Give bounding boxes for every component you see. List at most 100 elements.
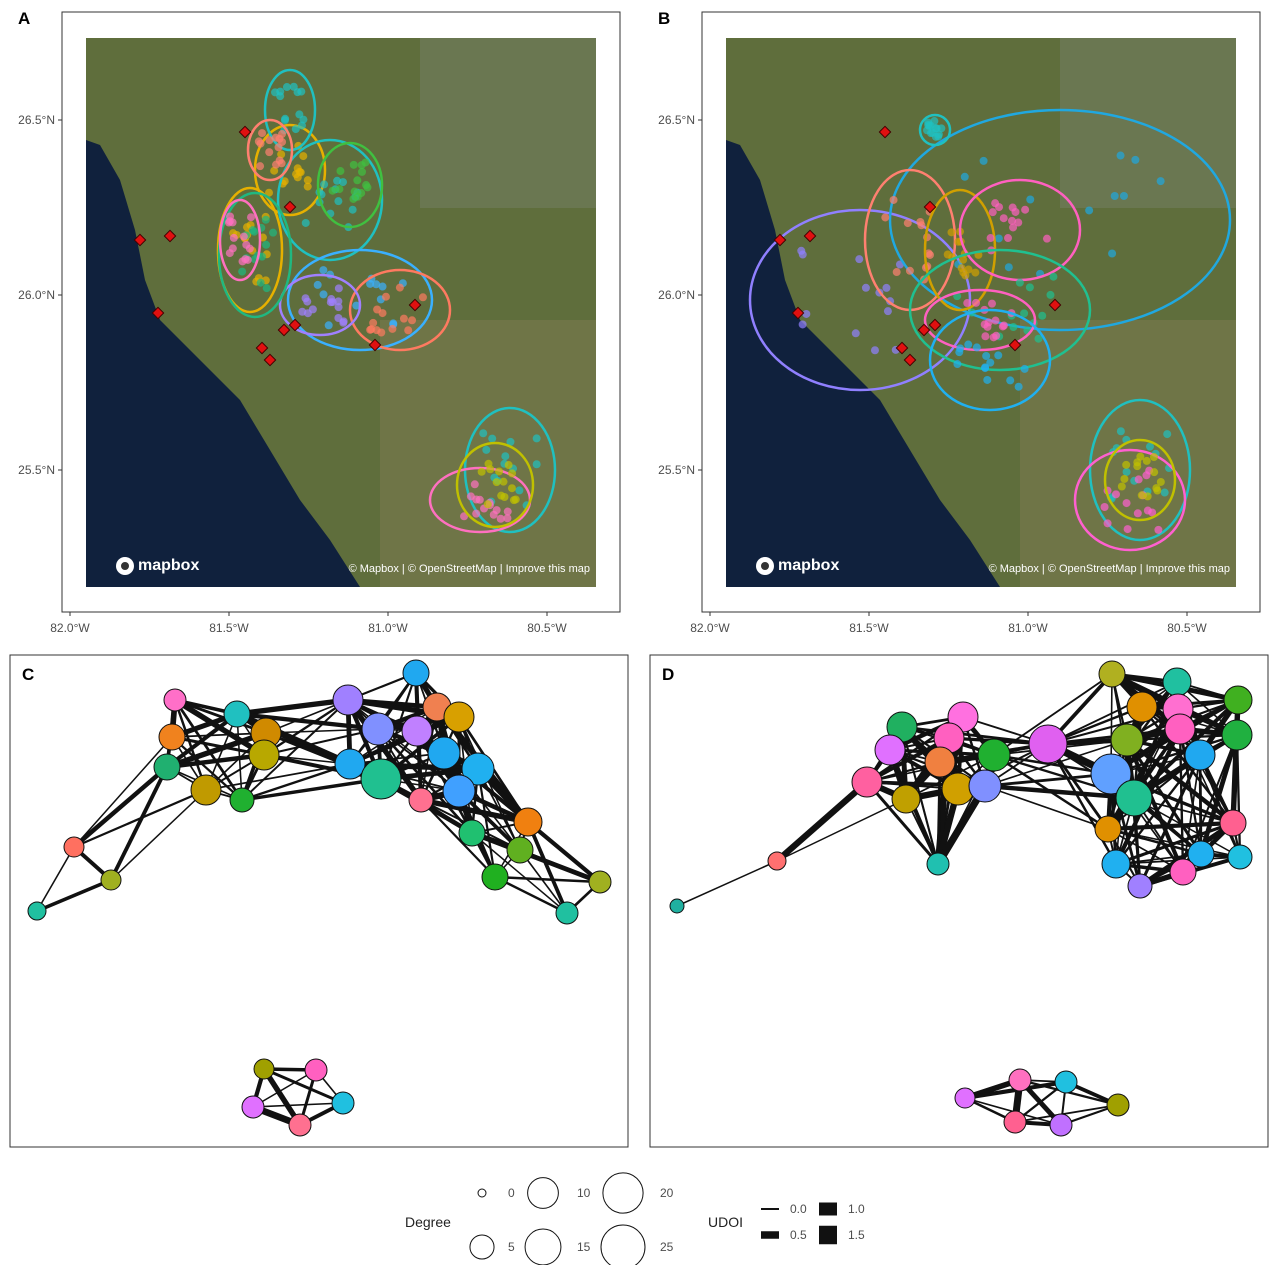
location-point xyxy=(256,162,264,170)
node xyxy=(1163,668,1191,696)
node xyxy=(289,1114,311,1136)
location-point xyxy=(320,290,328,298)
location-point xyxy=(1009,223,1017,231)
location-point xyxy=(325,321,333,329)
node xyxy=(362,713,394,745)
panel-label: A xyxy=(18,9,30,28)
location-point xyxy=(1101,503,1109,511)
location-point xyxy=(510,496,518,504)
node xyxy=(459,820,485,846)
location-point xyxy=(505,461,513,469)
node xyxy=(969,770,1001,802)
legend-degree-label: 5 xyxy=(508,1240,515,1254)
mapbox-logo-inner xyxy=(121,562,129,570)
location-point xyxy=(932,133,940,141)
location-point xyxy=(292,125,300,133)
legend-udoi-label: 1.0 xyxy=(848,1202,865,1216)
location-point xyxy=(904,219,912,227)
location-point xyxy=(1021,206,1029,214)
location-point xyxy=(488,435,496,443)
y-tick-label: 26.0°N xyxy=(18,288,55,302)
node xyxy=(1116,780,1152,816)
mapbox-logo-text: mapbox xyxy=(778,557,839,574)
location-point xyxy=(973,343,981,351)
location-point xyxy=(1152,484,1160,492)
location-point xyxy=(335,303,343,311)
panel-label: C xyxy=(22,665,34,684)
location-point xyxy=(493,478,501,486)
location-point xyxy=(1123,468,1131,476)
node xyxy=(159,724,185,750)
location-point xyxy=(988,300,996,308)
location-point xyxy=(1117,427,1125,435)
node xyxy=(925,747,955,777)
location-point xyxy=(265,136,273,144)
node xyxy=(154,754,180,780)
location-point xyxy=(263,284,271,292)
location-point xyxy=(890,196,898,204)
location-point xyxy=(1000,214,1008,222)
location-point xyxy=(362,181,370,189)
location-point xyxy=(334,197,342,205)
farmland xyxy=(1060,38,1236,208)
location-point xyxy=(1118,482,1126,490)
location-point xyxy=(980,157,988,165)
attribution: © Mapbox | © OpenStreetMap | Improve thi… xyxy=(989,563,1230,575)
mapbox-logo-inner xyxy=(761,562,769,570)
legend-title: Degree xyxy=(405,1214,451,1230)
location-point xyxy=(508,484,516,492)
node xyxy=(361,759,401,799)
node xyxy=(1009,1069,1031,1091)
legend-udoi-label: 1.5 xyxy=(848,1228,865,1242)
location-point xyxy=(1117,152,1125,160)
node xyxy=(670,899,684,913)
x-tick-label: 82.0°W xyxy=(50,621,90,635)
location-point xyxy=(249,226,257,234)
node xyxy=(249,740,279,770)
location-point xyxy=(1131,156,1139,164)
node xyxy=(402,716,432,746)
node xyxy=(1165,714,1195,744)
node xyxy=(1029,725,1067,763)
location-point xyxy=(240,233,248,241)
location-point xyxy=(281,116,289,124)
node xyxy=(507,837,533,863)
location-point xyxy=(478,468,486,476)
node xyxy=(403,660,429,686)
node xyxy=(224,701,250,727)
legend-degree-circle xyxy=(525,1229,561,1265)
node xyxy=(1185,740,1215,770)
node xyxy=(1004,1111,1026,1133)
location-point xyxy=(257,279,265,287)
location-point xyxy=(1150,468,1158,476)
node xyxy=(254,1059,274,1079)
map: mapbox© Mapbox | © OpenStreetMap | Impro… xyxy=(86,38,596,587)
location-point xyxy=(882,284,890,292)
location-point xyxy=(992,332,1000,340)
location-point xyxy=(1163,430,1171,438)
location-point xyxy=(955,348,963,356)
location-point xyxy=(229,244,237,252)
legend-degree-circle xyxy=(601,1225,645,1265)
y-tick-label: 25.5°N xyxy=(658,463,695,477)
panel-label: D xyxy=(662,665,674,684)
location-point xyxy=(495,467,503,475)
x-tick-label: 80.5°W xyxy=(527,621,567,635)
location-point xyxy=(1161,489,1169,497)
location-point xyxy=(1144,492,1152,500)
location-point xyxy=(1015,383,1023,391)
node xyxy=(1228,845,1252,869)
location-point xyxy=(1026,195,1034,203)
location-point xyxy=(319,266,327,274)
node xyxy=(305,1059,327,1081)
location-point xyxy=(1108,250,1116,258)
location-point xyxy=(262,241,270,249)
location-point xyxy=(400,315,408,323)
location-point xyxy=(396,284,404,292)
x-tick-label: 81.0°W xyxy=(1008,621,1048,635)
location-point xyxy=(490,511,498,519)
x-tick-label: 81.0°W xyxy=(368,621,408,635)
legend-degree-label: 15 xyxy=(577,1240,591,1254)
node xyxy=(1128,874,1152,898)
location-point xyxy=(482,446,490,454)
